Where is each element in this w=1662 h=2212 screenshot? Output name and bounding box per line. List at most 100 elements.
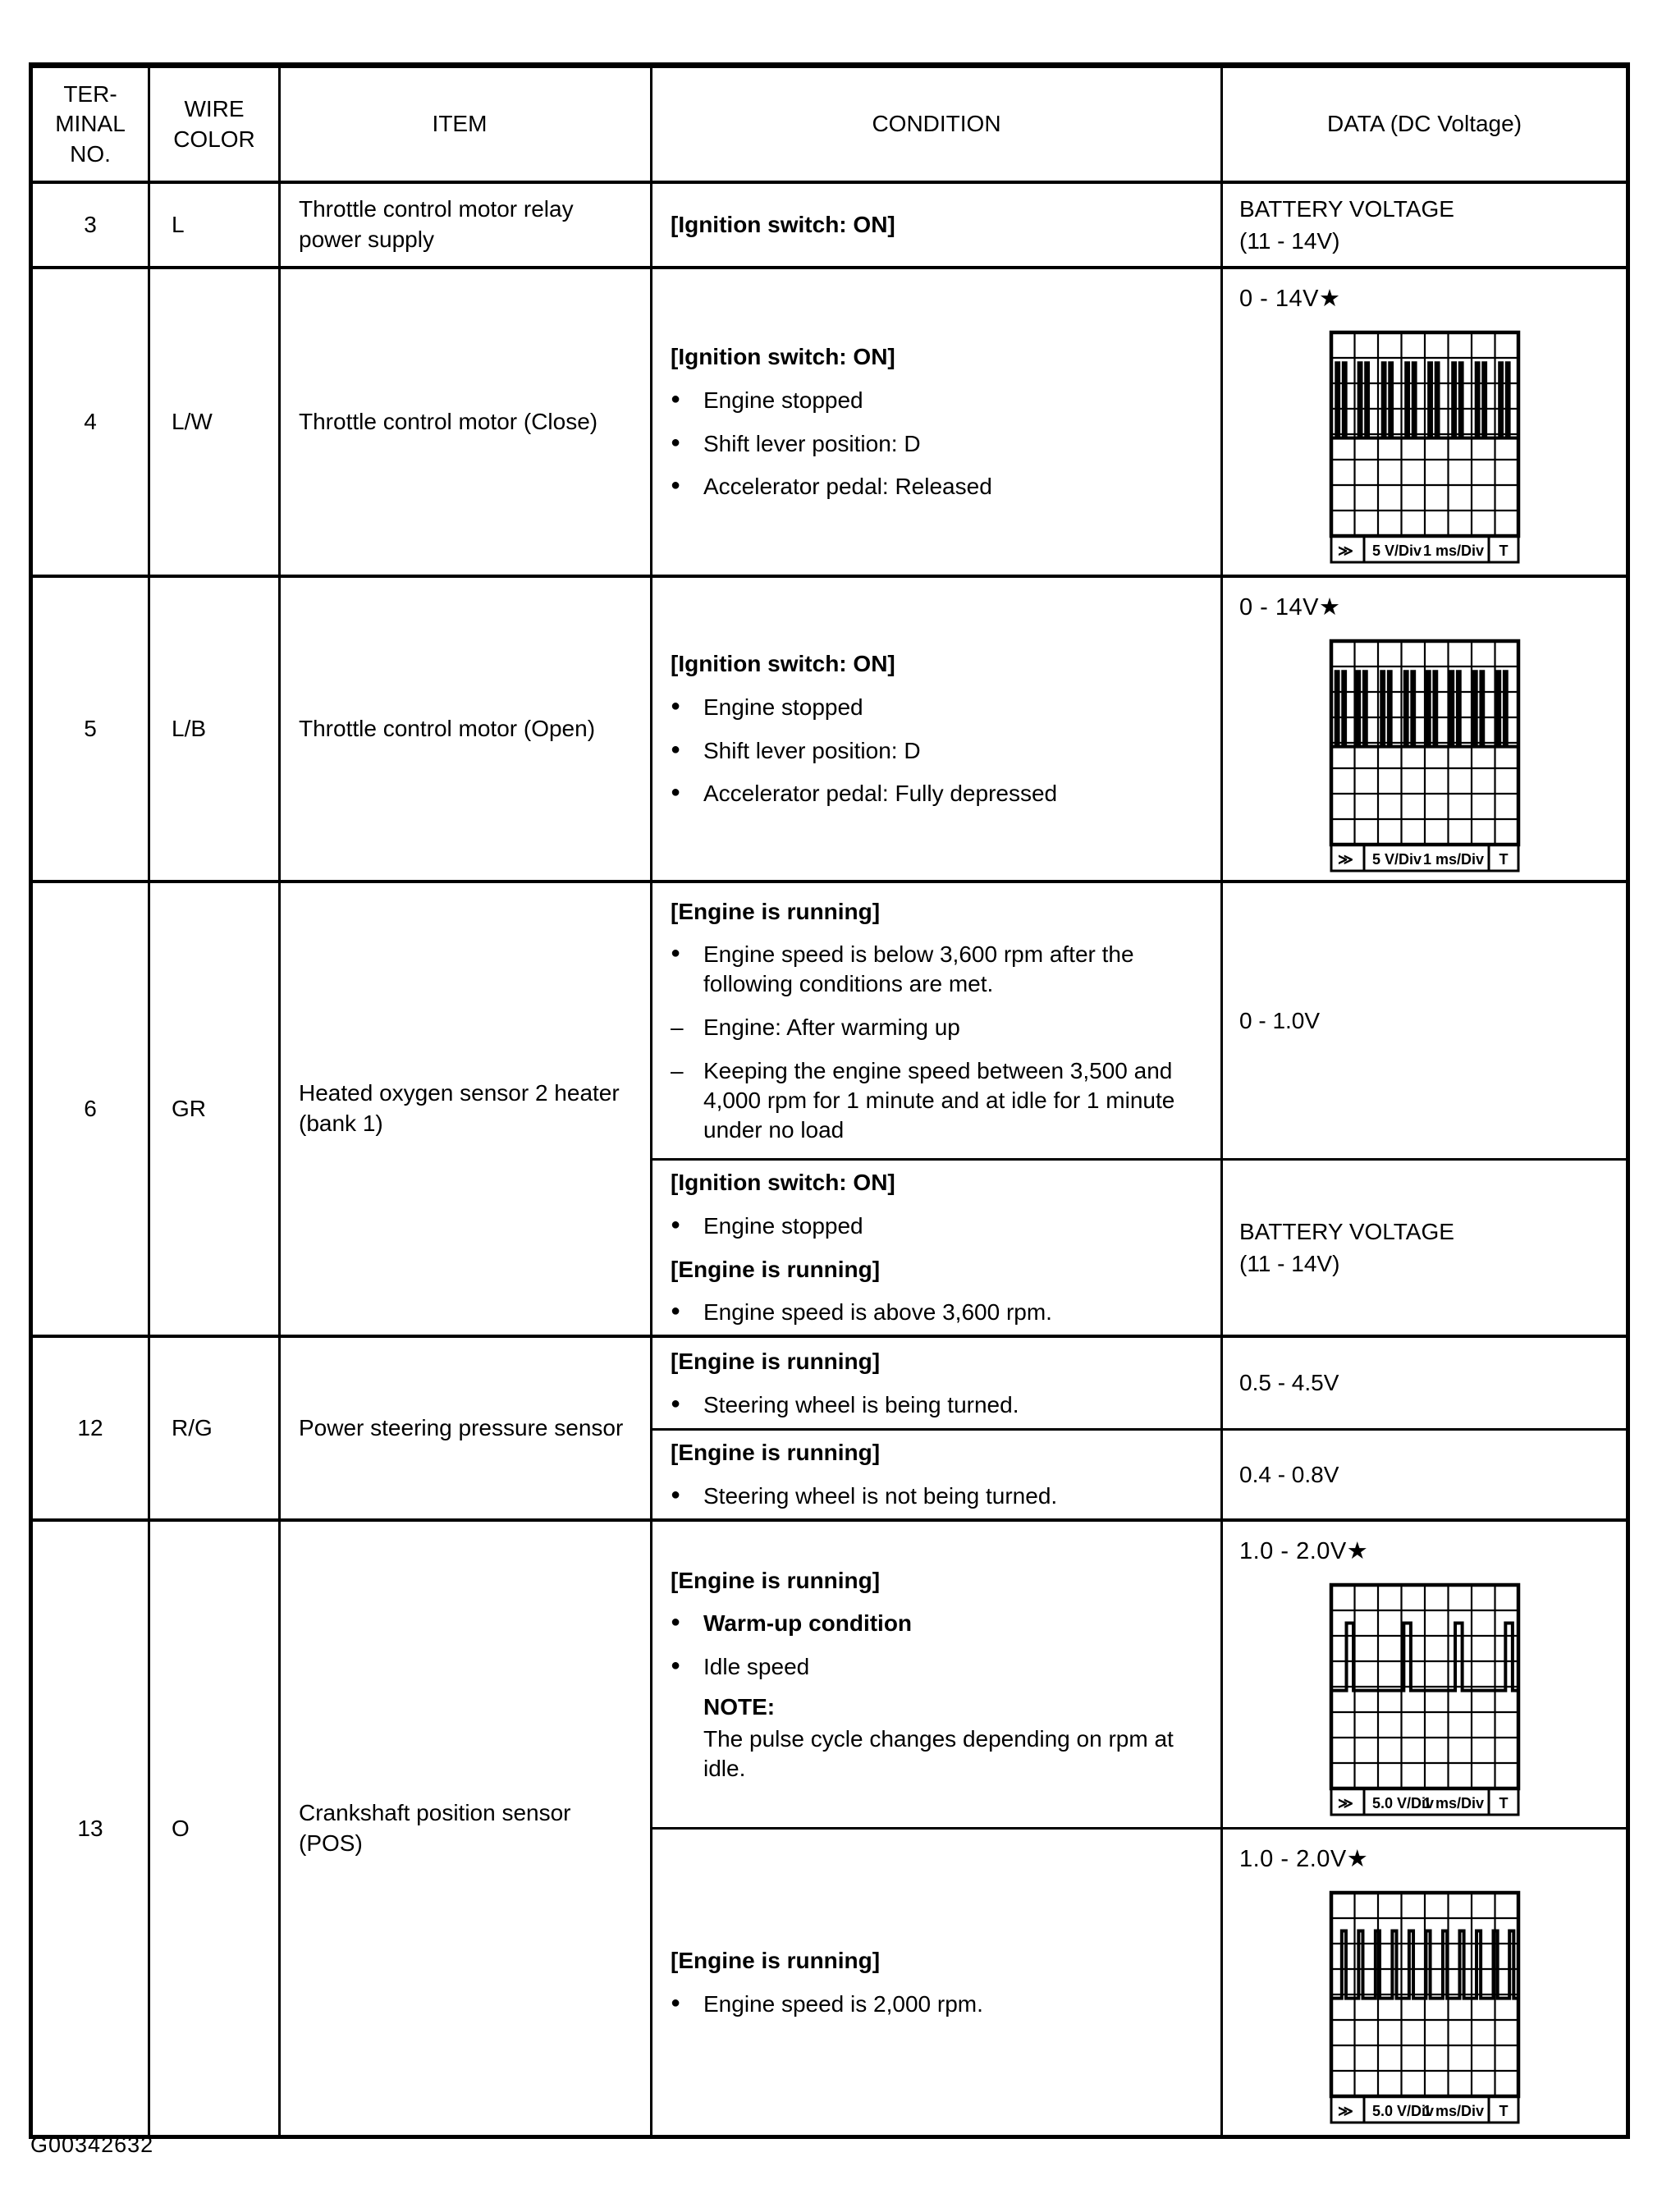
bullet-marker: ● xyxy=(671,1993,681,2012)
table-subrow: [Engine is running] ● Warm-up condition ● Id… xyxy=(652,1522,1626,1827)
oscilloscope: ≫ 5 V/Div 1 ms/Div T xyxy=(1328,329,1522,566)
bullet-marker: ● xyxy=(671,389,681,408)
table-subrow: [Engine is running] ● Engine speed is belo… xyxy=(652,883,1626,1158)
table-subrow: [Engine is running] ● Engine speed is 2,00… xyxy=(652,1827,1626,2135)
item-cell: Power steering pressure sensor xyxy=(278,1338,650,1518)
oscilloscope: ≫ 5.0 V/Div 1 ms/Div T xyxy=(1328,1582,1522,1818)
terminal-cell: 3 xyxy=(84,212,97,237)
item-cell: Throttle control motor relay power suppl… xyxy=(278,184,650,266)
pan-marker-box xyxy=(1330,1787,1365,1816)
pan-marker: ≫ xyxy=(1338,543,1353,559)
bullet-marker: ● xyxy=(671,740,681,758)
trigger-marker: T xyxy=(1499,1795,1508,1811)
condition-text: Steering wheel is being turned. xyxy=(703,1391,1019,1417)
table-row: 6 GR Heated oxygen sensor 2 heater (bank 1… xyxy=(33,880,1626,1335)
condition-state-header: [Engine is running] xyxy=(671,1256,881,1282)
header-condition: CONDITION xyxy=(872,111,1001,137)
condition-state-header: [Ignition switch: ON] xyxy=(671,343,895,369)
terminal-cell: 6 xyxy=(84,1096,97,1121)
header-line: NO. xyxy=(70,140,111,167)
data-cell: 1.0 - 2.0V★ ≫ 5.0 V/Div 1 ms/Div T xyxy=(1220,1830,1626,2135)
header-line: MINAL xyxy=(55,111,126,137)
scope-footer: ≫ 5 V/Div 1 ms/Div T xyxy=(1330,534,1519,564)
item-cell: Throttle control motor (Close) xyxy=(278,269,650,575)
wire-color-cell: GR xyxy=(148,883,278,1335)
table-subrow: [Ignition switch: ON] BATTERY VOLTAGE (11 … xyxy=(652,184,1626,266)
condition-text: Idle speed xyxy=(703,1654,810,1680)
condition-data-subrows: [Ignition switch: ON] ● Engine stopped ● Shi… xyxy=(650,269,1626,575)
bullet-marker: ● xyxy=(671,783,681,802)
condition-line: ● Accelerator pedal: Fully depressed xyxy=(671,779,1202,808)
data-value: 0.5 - 4.5V xyxy=(1239,1370,1339,1396)
waveform-trace xyxy=(1330,1621,1518,1692)
voltage-range-label: 0 - 14V★ xyxy=(1239,286,1341,312)
condition-text: Engine speed is 2,000 rpm. xyxy=(703,1990,983,2017)
table-header-row: TER- MINAL NO. WIRE COLOR ITEM CONDITION DATA (… xyxy=(33,68,1626,181)
condition-cell: [Engine is running] ● Steering wheel is no… xyxy=(652,1431,1220,1518)
table-subrow: [Engine is running] ● Steering wheel is no… xyxy=(652,1428,1626,1518)
tdiv-label: 1 ms/Div xyxy=(1422,851,1483,868)
pan-marker-box xyxy=(1330,2095,1365,2124)
condition-cell: [Engine is running] ● Warm-up condition ● Id… xyxy=(652,1522,1220,1827)
data-cell: 1.0 - 2.0V★ ≫ 5.0 V/Div 1 ms/Div T xyxy=(1220,1522,1626,1827)
data-value: BATTERY VOLTAGE xyxy=(1239,195,1454,222)
header-data: DATA (DC Voltage) xyxy=(1220,68,1626,181)
wire-color-cell: L xyxy=(148,184,278,266)
condition-line: – Engine: After warming up xyxy=(671,1013,1202,1042)
condition-cell: [Ignition switch: ON] ● Engine stopped [Eng… xyxy=(652,1161,1220,1335)
condition-data-subrows: [Engine is running] ● Steering wheel is be… xyxy=(650,1338,1626,1518)
condition-state-header: [Engine is running] xyxy=(671,898,881,924)
condition-cell: [Ignition switch: ON] xyxy=(652,184,1220,266)
table-row: 13 O Crankshaft position sensor (POS) [Engi… xyxy=(33,1518,1626,2135)
terminal-cell: 12 xyxy=(77,1415,103,1440)
waveform-trace xyxy=(1330,669,1518,749)
scope-footer: ≫ 5 V/Div 1 ms/Div T xyxy=(1330,843,1519,872)
condition-text: Shift lever position: D xyxy=(703,737,921,763)
data-value: 0.4 - 0.8V xyxy=(1239,1461,1339,1487)
condition-line: ● Steering wheel is being turned. xyxy=(671,1390,1202,1420)
tdiv-label: 1 ms/Div xyxy=(1422,1795,1483,1811)
data-value: 0 - 1.0V xyxy=(1239,1007,1321,1033)
bullet-marker: ● xyxy=(671,1613,681,1632)
figure-code: G00342632 xyxy=(30,2132,154,2157)
table-subrow: [Ignition switch: ON] ● Engine stopped [Eng… xyxy=(652,1158,1626,1335)
terminal-voltage-table: TER- MINAL NO. WIRE COLOR ITEM CONDITION DATA (… xyxy=(29,62,1630,2139)
condition-line: ● Warm-up condition xyxy=(671,1609,1202,1638)
wire-color-cell: O xyxy=(148,1522,278,2135)
data-cell: 0.5 - 4.5V xyxy=(1220,1338,1626,1428)
data-value: (11 - 14V) xyxy=(1239,228,1340,254)
data-cell: BATTERY VOLTAGE (11 - 14V) xyxy=(1220,1161,1626,1335)
condition-line: ● Engine speed is below 3,600 rpm after t… xyxy=(671,940,1202,999)
item-cell: Heated oxygen sensor 2 heater (bank 1) xyxy=(278,883,650,1335)
oscilloscope-screen: ≫ 5 V/Div 1 ms/Div T xyxy=(1329,330,1520,564)
condition-text: Steering wheel is not being turned. xyxy=(703,1483,1058,1509)
bullet-marker: ● xyxy=(671,1215,681,1234)
bullet-marker: ● xyxy=(671,1302,681,1321)
trigger-marker-box xyxy=(1487,534,1519,564)
data-value: BATTERY VOLTAGE xyxy=(1239,1218,1454,1244)
condition-data-subrows: [Ignition switch: ON] ● Engine stopped ● Shi… xyxy=(650,578,1626,880)
terminal-cell: 13 xyxy=(77,1815,103,1841)
table-subrow: [Engine is running] ● Steering wheel is be… xyxy=(652,1338,1626,1428)
condition-cell: [Engine is running] ● Engine speed is 2,00… xyxy=(652,1830,1220,2135)
bullet-marker: ● xyxy=(671,476,681,495)
vdiv-label: 5 V/Div xyxy=(1372,543,1422,559)
voltage-range-label: 1.0 - 2.0V★ xyxy=(1239,1846,1369,1872)
condition-line: ● Engine speed is above 3,600 rpm. xyxy=(671,1298,1202,1327)
note-title: NOTE: xyxy=(703,1694,776,1720)
condition-line: ● Engine stopped xyxy=(671,1211,1202,1241)
data-cell: BATTERY VOLTAGE (11 - 14V) xyxy=(1220,184,1626,266)
voltage-range-label: 0 - 14V★ xyxy=(1239,594,1341,621)
condition-text: Accelerator pedal: Fully depressed xyxy=(703,781,1058,807)
oscilloscope-screen: ≫ 5 V/Div 1 ms/Div T xyxy=(1329,639,1520,872)
trigger-marker-box xyxy=(1487,2095,1519,2124)
dash-marker: – xyxy=(671,1057,684,1083)
table-subrow: [Ignition switch: ON] ● Engine stopped ● Shi… xyxy=(652,269,1626,575)
condition-cell: [Ignition switch: ON] ● Engine stopped ● Shi… xyxy=(652,269,1220,575)
wire-color-cell: L/W xyxy=(148,269,278,575)
header-wire-color: WIRE COLOR xyxy=(148,68,278,181)
pan-marker: ≫ xyxy=(1338,1795,1353,1811)
